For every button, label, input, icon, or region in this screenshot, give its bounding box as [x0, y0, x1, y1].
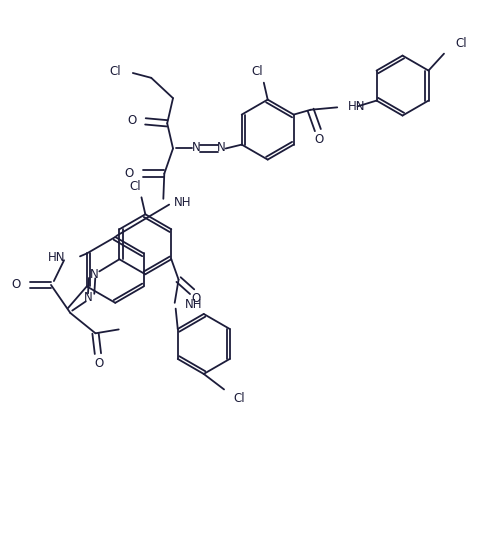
Text: O: O: [314, 133, 323, 146]
Text: NH: NH: [174, 196, 191, 209]
Text: N: N: [84, 291, 93, 304]
Text: O: O: [94, 357, 104, 370]
Text: O: O: [125, 167, 134, 180]
Text: HN: HN: [48, 251, 65, 264]
Text: Cl: Cl: [130, 180, 141, 193]
Text: Cl: Cl: [251, 65, 263, 78]
Text: Cl: Cl: [110, 65, 121, 78]
Text: NH: NH: [186, 298, 203, 311]
Text: O: O: [191, 293, 201, 305]
Text: O: O: [128, 114, 137, 127]
Text: HN: HN: [348, 100, 365, 113]
Text: N: N: [217, 141, 226, 154]
Text: O: O: [12, 278, 21, 292]
Text: N: N: [192, 141, 201, 154]
Text: N: N: [90, 268, 99, 281]
Text: Cl: Cl: [234, 392, 245, 404]
Text: Cl: Cl: [455, 37, 467, 50]
